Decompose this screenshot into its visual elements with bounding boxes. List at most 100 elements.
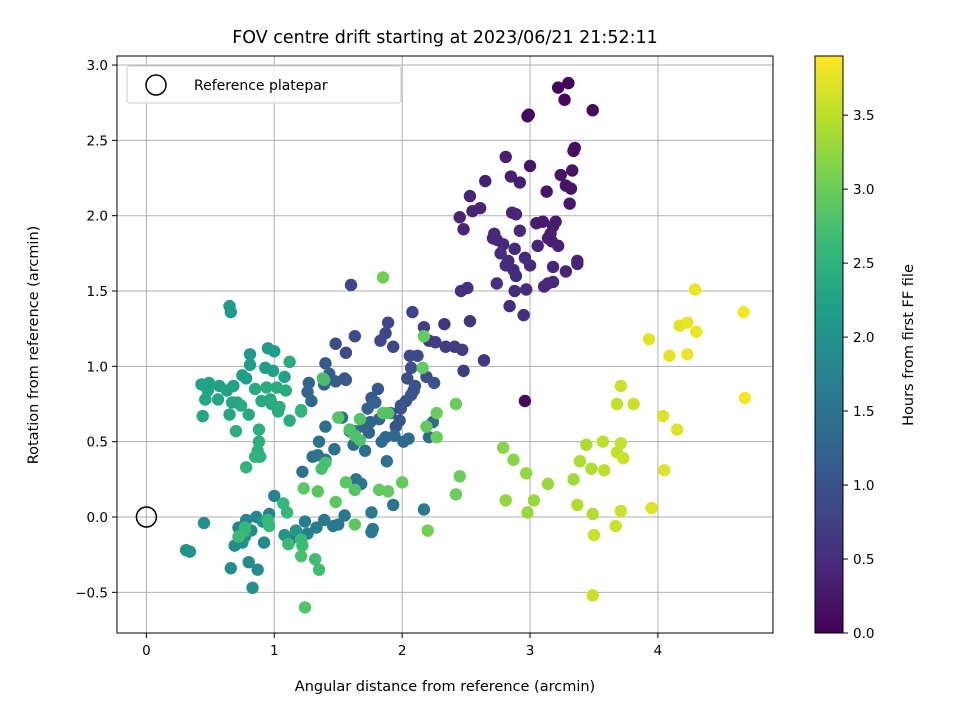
- data-point: [328, 443, 341, 456]
- data-point: [421, 524, 434, 537]
- data-point: [257, 536, 271, 549]
- colorbar-tick-label: 2.5: [853, 256, 874, 272]
- data-point: [279, 384, 292, 397]
- data-point: [627, 397, 640, 411]
- data-point: [387, 498, 400, 512]
- x-tick-label: 0: [142, 643, 151, 659]
- data-point: [311, 485, 324, 498]
- data-point: [379, 327, 392, 340]
- data-point: [479, 174, 492, 188]
- data-point: [454, 284, 468, 298]
- x-axis-label: Angular distance from reference (arcmin): [295, 679, 595, 695]
- legend-marker: [145, 74, 167, 96]
- x-tick-label: 2: [398, 643, 407, 659]
- y-tick-label: 1.5: [87, 284, 108, 300]
- data-point: [283, 414, 296, 427]
- data-point: [402, 432, 415, 445]
- colorbar: 0.0 0.5 1.0 1.5 2.0 2.5 3.0 3.5 Hours from firs…: [814, 55, 917, 642]
- data-point: [449, 488, 463, 501]
- data-point: [453, 210, 466, 224]
- legend-box: [126, 65, 402, 104]
- data-point: [614, 504, 628, 518]
- data-point: [551, 81, 565, 94]
- y-tick-label: 2.0: [87, 209, 108, 225]
- data-point: [738, 391, 752, 405]
- data-point: [688, 283, 702, 296]
- y-tick-label: 0.5: [87, 435, 108, 451]
- data-point: [309, 552, 322, 566]
- data-point: [362, 426, 376, 439]
- data-point: [449, 397, 463, 411]
- data-point: [463, 314, 477, 328]
- data-point: [541, 477, 555, 491]
- data-point: [298, 601, 312, 614]
- data-point: [417, 503, 431, 516]
- data-point: [598, 464, 611, 477]
- data-point: [353, 433, 367, 447]
- colorbar-tick-label: 0.5: [853, 552, 874, 568]
- data-point: [417, 320, 431, 334]
- data-point: [306, 450, 319, 463]
- data-point: [490, 277, 503, 290]
- data-point: [265, 397, 278, 411]
- data-point: [361, 402, 374, 415]
- data-point: [566, 164, 579, 177]
- data-point: [278, 370, 291, 384]
- data-point: [453, 470, 466, 483]
- chart-title: FOV centre drift starting at 2023/06/21 …: [232, 28, 658, 48]
- data-point: [517, 308, 530, 322]
- data-point: [690, 325, 703, 338]
- data-point: [243, 358, 257, 372]
- data-point: [183, 545, 197, 558]
- data-point: [406, 305, 419, 319]
- data-point: [243, 348, 257, 361]
- data-point: [248, 450, 262, 463]
- data-point: [389, 420, 402, 433]
- data-point: [239, 461, 253, 474]
- data-point: [456, 343, 469, 356]
- data-point: [663, 349, 676, 362]
- colorbar-bar: [814, 55, 844, 634]
- data-point: [381, 485, 395, 498]
- data-point: [503, 299, 516, 313]
- data-point: [376, 271, 390, 284]
- data-point: [509, 269, 523, 283]
- data-point: [282, 537, 295, 551]
- data-point: [477, 354, 491, 367]
- data-point: [319, 420, 332, 433]
- data-point: [380, 455, 394, 468]
- data-point: [416, 361, 429, 375]
- data-point: [339, 346, 353, 359]
- data-point: [332, 411, 345, 424]
- data-point: [312, 435, 326, 448]
- data-point: [381, 406, 395, 420]
- data-point: [242, 408, 255, 421]
- data-point: [353, 412, 367, 426]
- data-point: [302, 376, 316, 390]
- data-point: [486, 232, 500, 245]
- data-point: [473, 201, 487, 215]
- data-point: [268, 345, 281, 358]
- data-point: [223, 408, 236, 421]
- data-point: [430, 430, 443, 444]
- data-point: [296, 465, 309, 479]
- data-point: [411, 349, 424, 362]
- data-point: [438, 317, 451, 331]
- y-tick-label: −0.5: [75, 585, 108, 601]
- data-point: [316, 372, 330, 385]
- data-point: [508, 284, 521, 298]
- scatter-points: [179, 76, 752, 614]
- data-point: [427, 376, 441, 390]
- data-point: [614, 436, 628, 450]
- data-point: [571, 498, 584, 512]
- data-point: [551, 239, 565, 253]
- data-point: [439, 340, 452, 353]
- data-point: [507, 453, 520, 466]
- data-point: [518, 251, 532, 265]
- data-point: [523, 159, 537, 173]
- data-point: [508, 242, 521, 256]
- data-point: [224, 305, 238, 319]
- plot-frame: [116, 55, 774, 634]
- data-point: [520, 283, 533, 296]
- x-axis: 0 1 2 3 4: [142, 633, 662, 659]
